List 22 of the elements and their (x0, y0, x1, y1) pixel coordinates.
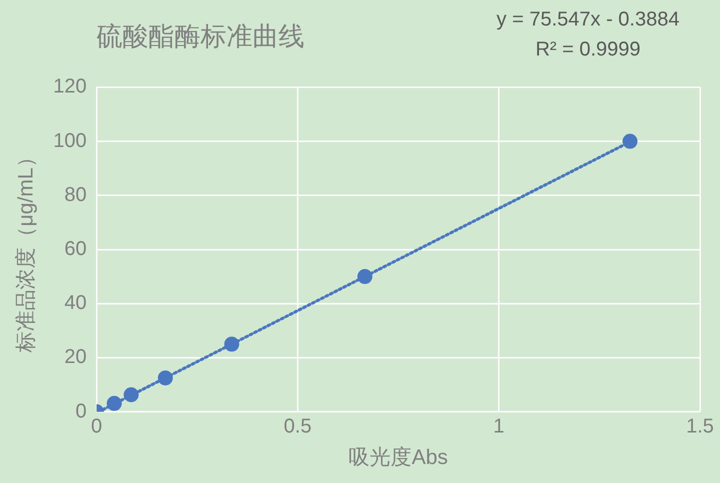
point (357, 269, 372, 284)
point (158, 370, 173, 386)
y-tick-label: 60 (64, 238, 87, 260)
x-tick-label: 0 (91, 415, 102, 438)
text: R² = 0.9999 (535, 38, 641, 61)
y-axis-title: 标准品浓度（μg/mL） (14, 146, 38, 354)
y-tick-label: 20 (64, 346, 87, 368)
x-axis-title: 吸光度Abs (348, 446, 448, 470)
y-tick-label: 40 (64, 292, 87, 314)
x-tick-label: 1.5 (686, 415, 714, 438)
x-tick-label: 1 (493, 415, 504, 438)
y-tick-label: 0 (75, 400, 87, 422)
point (124, 387, 139, 402)
y-tick-label: 100 (53, 130, 87, 152)
text: y = 75.547x - 0.3884 (496, 8, 680, 31)
x-tick-label: 0.5 (284, 415, 312, 438)
point (224, 336, 240, 352)
chart-title: 硫酸酯酶标准曲线 (96, 20, 305, 51)
point (622, 134, 638, 149)
point (106, 396, 122, 411)
y-tick-label: 120 (53, 76, 87, 98)
y-tick-label: 80 (64, 184, 87, 206)
